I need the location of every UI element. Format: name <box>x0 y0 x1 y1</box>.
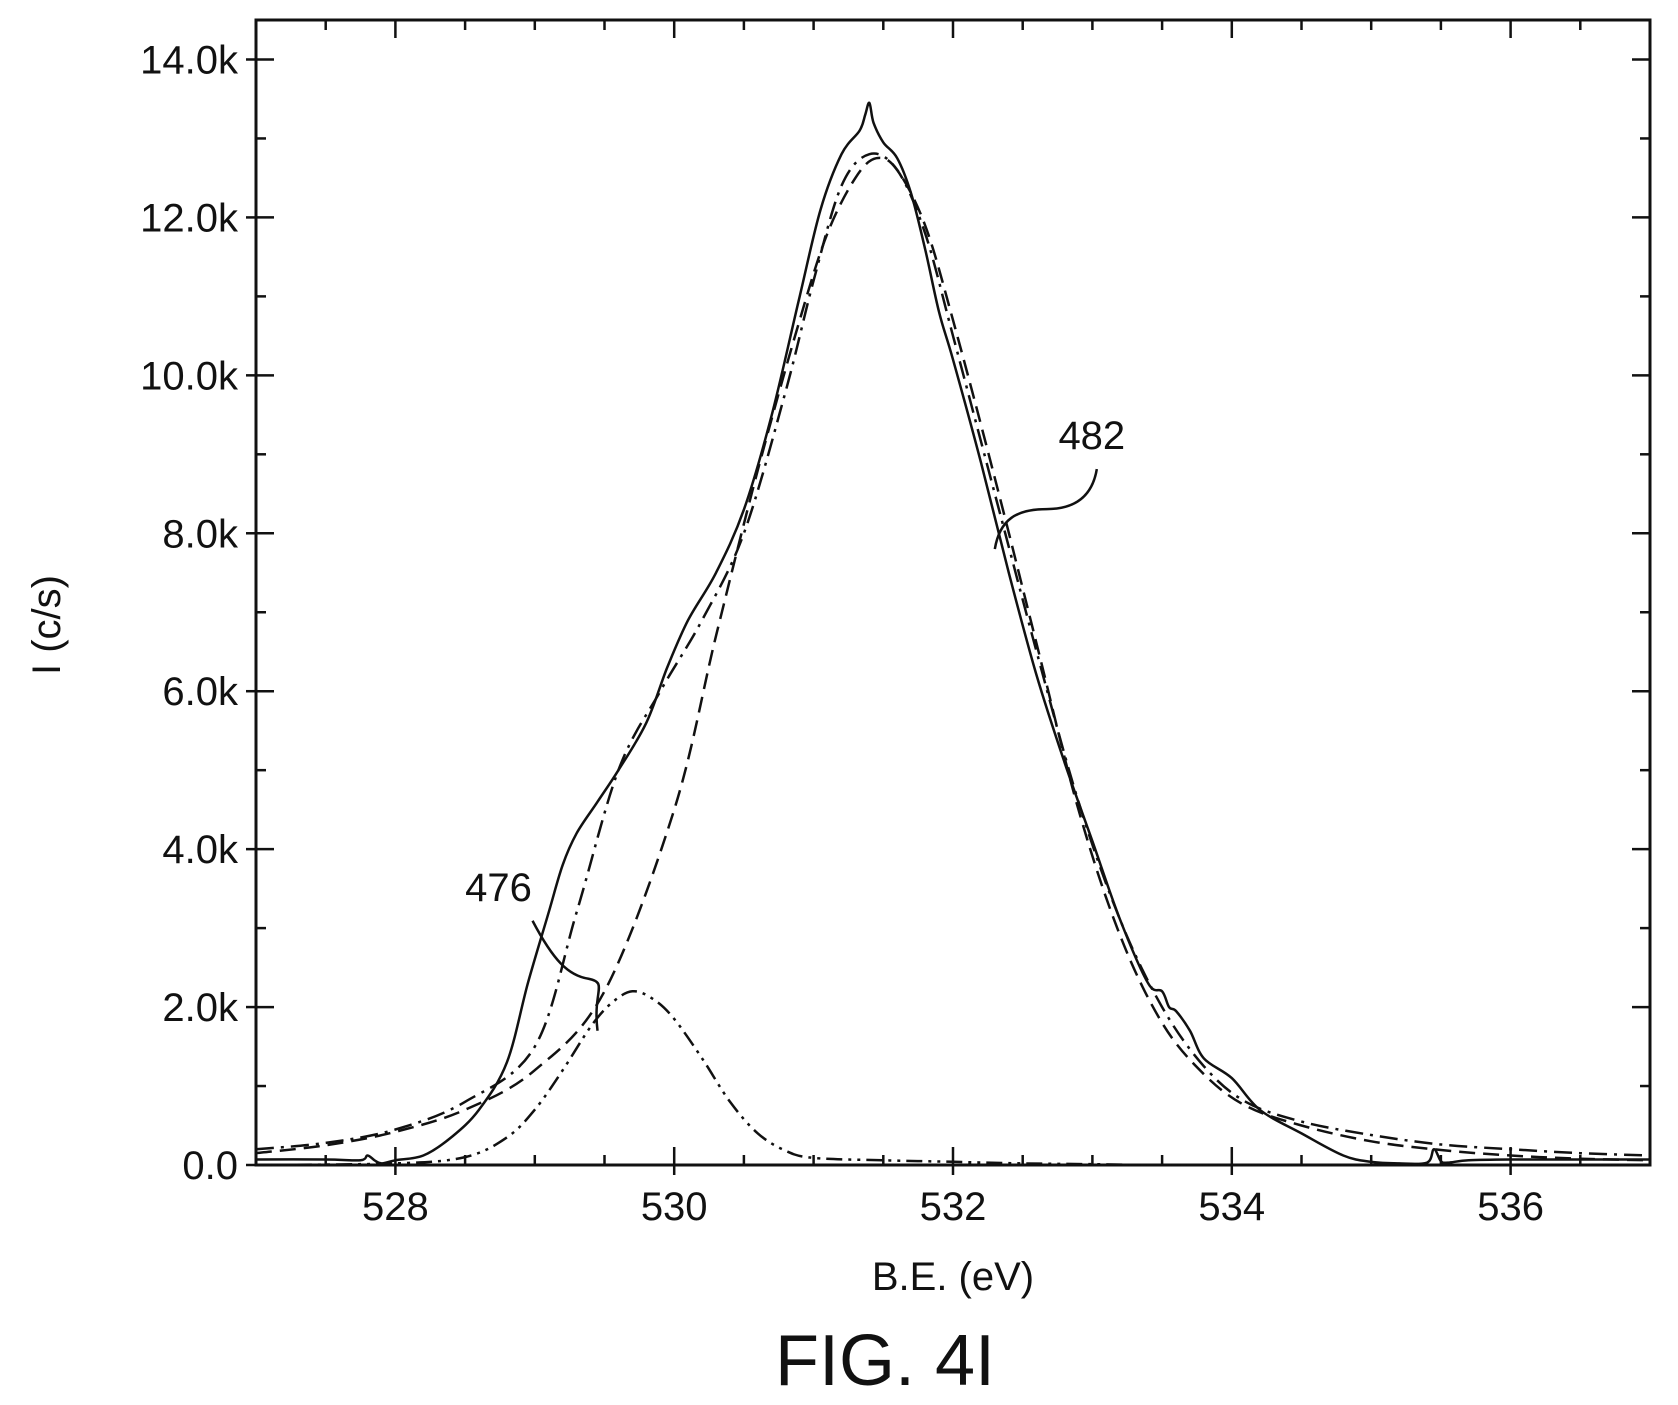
fit-component-dashed-line <box>255 156 1651 1162</box>
annotation-label: 476 <box>465 866 532 910</box>
annotation-label: 482 <box>1058 414 1125 458</box>
y-axis-title: I (c/s) <box>25 575 69 675</box>
annotation-leader-line <box>993 468 1099 550</box>
annotation-leader-line <box>531 920 601 1031</box>
fit-component-dashdotdot-line <box>255 990 1650 1167</box>
y-tick-label: 12.0k <box>140 196 239 240</box>
y-tick-label: 4.0k <box>162 828 239 872</box>
y-axis-ticks: 0.0 2.0k 4.0k 6.0k 8.0k 10.0k 12.0k 14.0k <box>140 38 1650 1188</box>
x-tick-label: 534 <box>1198 1185 1265 1229</box>
y-tick-label: 10.0k <box>140 354 239 398</box>
y-tick-label: 0.0 <box>182 1144 238 1188</box>
plot-frame <box>254 18 1652 1167</box>
figure-caption: FIG. 4I <box>775 1321 995 1401</box>
y-tick-label: 8.0k <box>162 512 239 556</box>
annotation-group: 476 482 <box>465 414 1125 1031</box>
data-series-group <box>255 101 1651 1167</box>
y-tick-label: 14.0k <box>140 38 239 82</box>
x-tick-label: 536 <box>1477 1185 1544 1229</box>
x-tick-label: 528 <box>362 1185 429 1229</box>
fit-envelope-dashdot-line <box>255 152 1651 1157</box>
y-tick-label: 6.0k <box>162 670 239 714</box>
x-axis-ticks: 528 530 532 534 536 <box>254 20 1652 1229</box>
x-tick-label: 532 <box>920 1185 987 1229</box>
y-tick-label: 2.0k <box>162 986 239 1030</box>
x-axis-title: B.E. (eV) <box>872 1255 1034 1299</box>
measured-spectrum-line <box>255 101 1650 1166</box>
x-tick-label: 530 <box>641 1185 708 1229</box>
